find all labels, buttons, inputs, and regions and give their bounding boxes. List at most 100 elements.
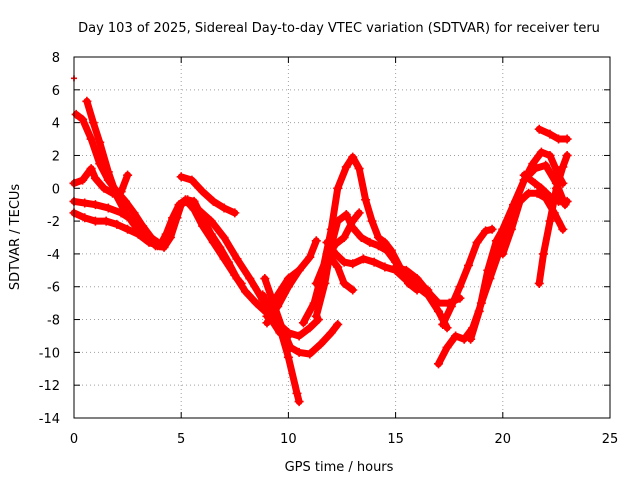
data-line bbox=[263, 266, 303, 320]
data-point bbox=[123, 170, 133, 180]
data-point bbox=[311, 278, 321, 288]
data-point bbox=[219, 203, 229, 213]
data-point bbox=[562, 134, 572, 144]
data-point bbox=[382, 246, 392, 256]
data-point bbox=[206, 216, 216, 226]
data-point bbox=[506, 224, 516, 234]
axis-ticks: 0 5 10 15 20 25 -14 -12 -10 -8 -6 -4 -2 0 2 4 6 8 bbox=[39, 51, 619, 447]
data-line bbox=[70, 196, 322, 340]
data-point bbox=[515, 196, 525, 206]
data-point bbox=[322, 237, 332, 247]
data-point bbox=[298, 318, 308, 328]
data-point bbox=[433, 359, 443, 369]
data-series-s25 bbox=[519, 170, 572, 206]
x-tick-label: 25 bbox=[602, 432, 619, 447]
data-point bbox=[474, 306, 484, 316]
data-point bbox=[208, 237, 218, 247]
data-point bbox=[71, 109, 81, 119]
data-point bbox=[541, 160, 551, 170]
data-point bbox=[133, 229, 143, 239]
data-point bbox=[433, 298, 443, 308]
data-point bbox=[245, 274, 255, 284]
data-point bbox=[356, 233, 366, 242]
data-point bbox=[348, 285, 358, 295]
data-point bbox=[380, 262, 390, 272]
data-point bbox=[412, 274, 422, 284]
data-point bbox=[311, 311, 321, 321]
data-point bbox=[80, 198, 90, 208]
data-point bbox=[423, 287, 433, 297]
data-point bbox=[262, 311, 272, 321]
data-point bbox=[367, 216, 377, 226]
data-point bbox=[536, 147, 546, 157]
data-point bbox=[532, 188, 542, 198]
data-point bbox=[108, 188, 118, 198]
data-point bbox=[305, 252, 315, 262]
data-point bbox=[241, 287, 251, 297]
data-point bbox=[554, 196, 564, 206]
y-tick-label: 6 bbox=[52, 84, 60, 99]
data-point bbox=[369, 257, 379, 267]
data-series-s12 bbox=[262, 265, 304, 321]
data-point bbox=[539, 249, 549, 259]
data-point bbox=[545, 129, 555, 139]
data-series-s11 bbox=[260, 274, 343, 359]
data-point bbox=[311, 236, 321, 246]
data-point bbox=[545, 150, 555, 160]
data-series-s6 bbox=[69, 195, 323, 341]
data-point bbox=[442, 342, 452, 352]
data-point bbox=[116, 208, 126, 218]
y-tick-label: 0 bbox=[52, 182, 60, 197]
data-point bbox=[536, 183, 546, 193]
data-point bbox=[455, 282, 465, 292]
data-point bbox=[358, 254, 368, 264]
data-point bbox=[258, 290, 268, 300]
chart-title: Day 103 of 2025, Sidereal Day-to-day VTE… bbox=[78, 21, 600, 36]
data-point bbox=[348, 259, 358, 269]
data-point bbox=[373, 241, 383, 251]
x-tick-label: 15 bbox=[387, 432, 404, 447]
y-tick-label: -2 bbox=[47, 215, 60, 230]
data-point bbox=[90, 173, 100, 183]
data-point bbox=[273, 290, 283, 300]
data-point bbox=[519, 170, 529, 180]
data-line bbox=[312, 209, 363, 287]
data-point bbox=[198, 187, 208, 197]
data-point bbox=[354, 208, 364, 218]
data-series-s7 bbox=[176, 172, 240, 218]
data-point bbox=[562, 150, 572, 160]
data-point bbox=[558, 224, 568, 234]
data-point bbox=[558, 162, 568, 172]
data-point bbox=[438, 319, 448, 329]
data-series-s14 bbox=[311, 210, 452, 333]
y-tick-label: -14 bbox=[39, 412, 60, 427]
data-line bbox=[435, 148, 567, 368]
y-axis-label: SDTVAR / TECUs bbox=[8, 184, 23, 291]
data-point bbox=[326, 328, 336, 338]
data-point bbox=[88, 118, 98, 128]
data-point bbox=[354, 164, 364, 174]
data-point bbox=[562, 196, 572, 206]
data-point bbox=[316, 339, 326, 349]
data-point bbox=[545, 191, 555, 201]
data-point bbox=[333, 262, 343, 272]
data-point bbox=[116, 187, 126, 197]
data-point bbox=[365, 237, 375, 247]
data-point bbox=[112, 219, 122, 229]
data-series-s24 bbox=[534, 124, 572, 144]
data-point bbox=[123, 224, 133, 234]
data-point bbox=[174, 200, 184, 210]
data-point bbox=[326, 254, 336, 264]
data-point bbox=[530, 164, 540, 174]
data-point bbox=[551, 183, 561, 193]
data-point bbox=[433, 306, 443, 316]
x-axis-label: GPS time / hours bbox=[285, 460, 394, 475]
data-point bbox=[86, 164, 96, 174]
data-point bbox=[283, 274, 293, 284]
data-point bbox=[101, 216, 111, 226]
data-line bbox=[467, 161, 569, 343]
plot-frame bbox=[73, 56, 611, 419]
data-point bbox=[219, 254, 229, 264]
data-point bbox=[498, 224, 508, 234]
